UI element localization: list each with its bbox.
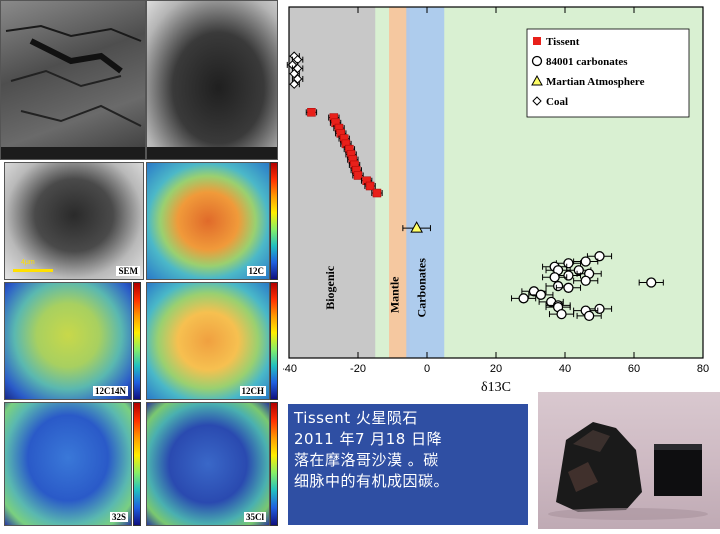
- x-tick-label: -20: [350, 363, 366, 375]
- tissent-point: [353, 171, 363, 180]
- x-tick-label: 80: [697, 363, 709, 375]
- axes: -40 -20 0 20 40 60 80 δ13C: [283, 6, 709, 395]
- sem-image-top-left: [0, 0, 146, 160]
- caption-box: Tissent 火星陨石 2011 年7 月18 日降 落在摩洛哥沙漠 。碳 细…: [288, 404, 528, 525]
- c12n14-colorbar: [133, 282, 141, 400]
- x-tick-label: -40: [283, 363, 297, 375]
- carbonate-point: [552, 280, 564, 292]
- sem-image-top-right: [146, 0, 278, 160]
- c12h-map-panel: 12CH: [146, 282, 270, 400]
- legend-marker-atmosphere: [531, 74, 543, 86]
- legend-box: [526, 28, 690, 118]
- coal-point: [289, 68, 299, 79]
- sem-panel: 4μm SEM: [4, 162, 144, 280]
- carbonate-point: [594, 251, 605, 262]
- c12-label: 12C: [246, 266, 266, 276]
- scale-bar: [13, 269, 53, 272]
- x-tick-label: 60: [628, 363, 640, 375]
- c12n14-map-panel: 12C14N: [4, 282, 132, 400]
- meteorite-photo: [538, 392, 720, 529]
- carbonate-point: [646, 277, 657, 288]
- carbonate-point: [556, 308, 567, 320]
- atmosphere-point: [410, 221, 423, 233]
- x-tick-label: 20: [490, 363, 502, 375]
- legend-entry-label: Tissent: [546, 36, 580, 48]
- carbonate-point: [563, 258, 574, 269]
- band-biogenic: [289, 7, 376, 358]
- scale-label: 4μm: [21, 259, 35, 266]
- legend-marker-coal: [532, 96, 542, 106]
- range-bands: [289, 7, 445, 358]
- coal-point: [292, 74, 303, 84]
- s32-colorbar: [133, 402, 141, 526]
- caption-line-4: 细脉中的有机成因碳。: [294, 472, 450, 490]
- band-mantle: [389, 7, 410, 358]
- band-label-mantle: Mantle: [387, 276, 401, 313]
- carbonate-point: [580, 275, 591, 286]
- carbonate-point: [573, 265, 584, 276]
- cl35-map-panel: 35Cl: [146, 402, 270, 526]
- s32-label: 32S: [109, 512, 128, 522]
- caption-line-1: Tissent 火星陨石: [294, 409, 418, 427]
- band-carbonates: [406, 7, 445, 358]
- legend-entry-label: 84001 carbonates: [546, 56, 628, 68]
- carbonate-point: [535, 289, 547, 300]
- legend: Tissent 84001 carbonates Martian Atmospher…: [526, 28, 690, 118]
- carbonate-point: [594, 303, 605, 315]
- carbonate-point: [580, 256, 591, 267]
- legend-marker-tissent: [533, 37, 541, 45]
- tissent-point: [307, 108, 316, 117]
- tissent-point: [365, 181, 375, 191]
- c12-colorbar: [270, 162, 278, 280]
- c12h-label: 12CH: [239, 386, 266, 396]
- caption-line-2: 2011 年7 月18 日降: [294, 430, 443, 448]
- legend-entry-label: Martian Atmosphere: [546, 76, 645, 88]
- carbonate-point: [583, 310, 595, 322]
- legend-marker-carbonates: [531, 55, 543, 67]
- data-points: [286, 51, 664, 322]
- coal-point: [289, 79, 299, 89]
- delta13c-chart: Biogenic Mantle Carbonates -40 -20 0 20 40 60 80…: [283, 6, 709, 395]
- meteorite-drawing: [548, 422, 708, 520]
- x-tick-label: 40: [559, 363, 571, 375]
- band-labels: Biogenic Mantle Carbonates: [323, 258, 428, 318]
- crack-texture: [1, 24, 145, 159]
- c12-map-panel: 12C: [146, 162, 270, 280]
- caption-line-3: 落在摩洛哥沙漠 。碳: [294, 451, 439, 469]
- band-label-carbonates: Carbonates: [414, 258, 428, 318]
- coal-point: [292, 63, 303, 74]
- carbonate-point: [563, 282, 574, 293]
- band-label-biogenic: Biogenic: [323, 265, 337, 310]
- cl35-label: 35Cl: [244, 512, 266, 522]
- tissent-point: [372, 188, 382, 198]
- c12h-colorbar: [270, 282, 278, 400]
- x-axis-label: δ13C: [481, 380, 511, 395]
- x-tick-label: 0: [424, 363, 430, 375]
- carbonate-point: [563, 270, 574, 281]
- carbonate-point: [518, 293, 529, 304]
- legend-entry-label: Coal: [546, 96, 568, 108]
- s32-map-panel: 32S: [4, 402, 132, 526]
- cl35-colorbar: [270, 402, 278, 526]
- c12n14-label: 12C14N: [93, 386, 128, 396]
- carbonate-point: [549, 272, 560, 283]
- sem-label: SEM: [116, 266, 140, 276]
